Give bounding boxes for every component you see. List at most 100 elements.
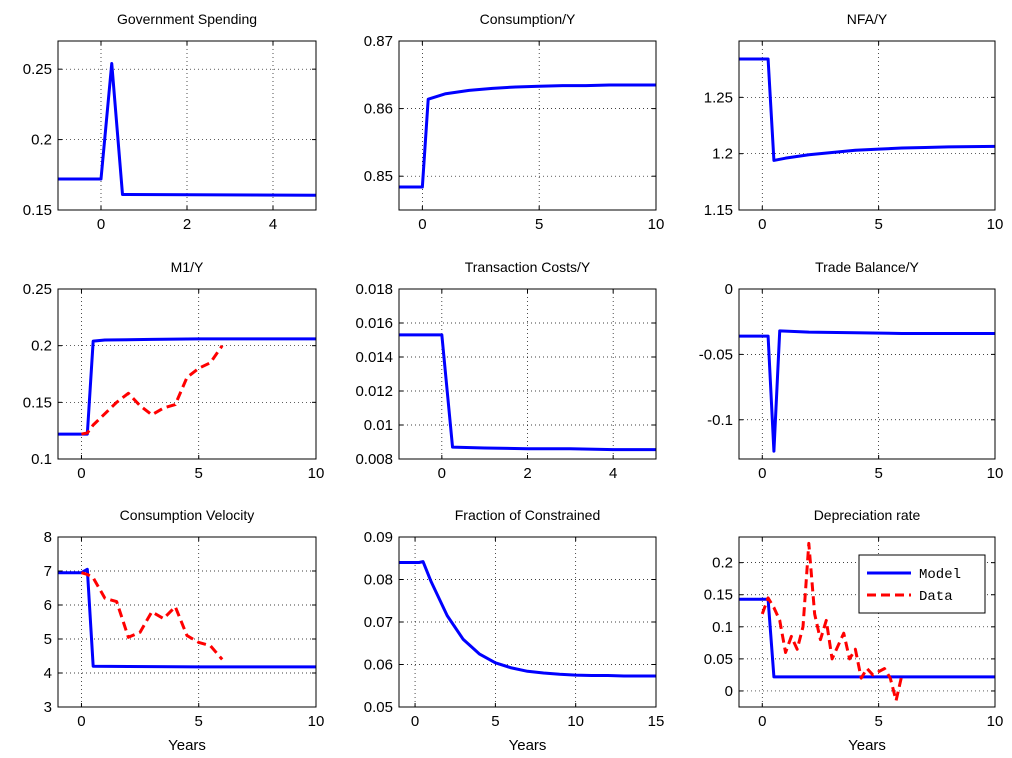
x-tick-label: 2 [523,465,531,482]
panel-title: NFA/Y [847,11,888,27]
y-tick-label: 6 [44,597,52,614]
axes-frame [57,536,317,708]
axes-frame [57,288,317,460]
y-tick-label: 4 [44,665,52,682]
model-series-line [58,62,317,197]
panel-title: Fraction of Constrained [455,507,601,523]
y-tick-label: 0.01 [364,417,393,434]
x-tick-label: 4 [609,465,617,482]
panel-9: 0 5 10 0 0.05 0.1 0.15 0.2 Depreciation rate Year… [704,507,1004,754]
x-tick-label: 0 [758,465,766,482]
panel-title: Consumption/Y [480,11,576,27]
y-tick-label: 0.06 [364,657,393,674]
x-tick-label: 5 [874,216,882,233]
model-series-line [739,57,996,162]
panel-title: Consumption Velocity [120,507,255,523]
y-tick-label: 0.05 [704,651,733,668]
x-tick-label: 4 [269,216,277,233]
plot-area [739,41,995,210]
panel-title: Trade Balance/Y [815,259,919,275]
x-tick-label: 0 [438,465,446,482]
x-tick-label: 10 [987,465,1004,482]
y-tick-label: 0.2 [31,132,52,149]
x-tick-label: 15 [648,713,665,730]
data-series-line [81,344,224,436]
x-axis-label: Years [509,737,547,754]
x-tick-label: 0 [97,216,105,233]
y-tick-label: 0 [725,281,733,298]
x-tick-label: 10 [308,713,325,730]
x-tick-label: 5 [535,216,543,233]
x-tick-label: 5 [874,713,882,730]
x-tick-label: 5 [874,465,882,482]
x-tick-label: 10 [987,216,1004,233]
x-axis-label: Years [168,737,206,754]
model-series-line [399,83,656,189]
y-tick-label: 8 [44,529,52,546]
x-tick-label: 5 [195,713,203,730]
y-tick-label: 0.25 [23,61,52,78]
x-tick-label: 5 [195,465,203,482]
x-tick-label: 0 [77,465,85,482]
y-tick-label: 0.2 [31,338,52,355]
y-tick-label: 0.07 [364,614,393,631]
panel-3: 0 5 10 1.15 1.2 1.25 NFA/Y [704,11,1004,233]
x-tick-label: 10 [987,713,1004,730]
x-tick-label: 10 [648,216,665,233]
y-tick-label: 0.2 [712,555,733,572]
panel-title: Government Spending [117,11,257,27]
legend-label: Model [919,567,961,583]
panel-5: 0 2 4 0.008 0.01 0.012 0.014 0.016 0.018 Transact… [355,259,657,482]
y-tick-label: 5 [44,631,52,648]
y-tick-label: -0.1 [707,412,733,429]
x-axis-label: Years [848,737,886,754]
y-tick-label: 0 [725,683,733,700]
y-tick-label: 0.15 [704,587,733,604]
axes-frame [738,536,996,708]
legend-box [858,554,986,614]
y-tick-label: 1.25 [704,89,733,106]
y-tick-label: 7 [44,563,52,580]
model-series-line [399,333,656,452]
panel-7: 0 5 10 3 4 5 6 7 8 Consumption Velocity Years [44,507,325,754]
panel-title: Depreciation rate [814,507,921,523]
model-series-line [739,597,995,679]
y-tick-label: 0.016 [355,315,393,332]
model-series-line [739,329,995,453]
y-tick-label: 0.1 [31,451,52,468]
legend: Model Data [858,554,986,614]
y-tick-label: 0.15 [23,394,52,411]
x-tick-label: 0 [77,713,85,730]
y-tick-label: 0.1 [712,619,733,636]
panel-6: 0 5 10 -0.1 -0.05 0 Trade Balance/Y [699,259,1004,482]
y-tick-label: 0.008 [355,451,393,468]
y-tick-label: 1.15 [704,202,733,219]
panel-8: 0 5 10 15 0.05 0.06 0.07 0.08 0.09 Fraction of Co… [364,507,665,754]
y-tick-label: 0.86 [364,101,393,118]
x-tick-label: 0 [418,216,426,233]
axes-frame [738,288,996,460]
y-tick-label: 0.87 [364,33,393,50]
x-tick-label: 5 [491,713,499,730]
y-tick-label: 0.018 [355,281,393,298]
y-tick-label: 0.05 [364,699,393,716]
plot-area [399,41,656,210]
x-tick-label: 10 [308,465,325,482]
panel-2: 0 5 10 0.85 0.86 0.87 Consumption/Y [364,11,665,233]
x-tick-label: 0 [411,713,419,730]
data-series-line [760,541,904,703]
x-tick-label: 0 [758,216,766,233]
plot-area [58,537,316,707]
y-tick-label: -0.05 [699,346,733,363]
y-tick-label: 0.15 [23,202,52,219]
y-tick-label: 0.08 [364,572,393,589]
axes-frame [398,40,657,211]
plot-area [739,289,995,459]
panel-1: 0 2 4 0.15 0.2 0.25 Government Spending [23,11,317,233]
data-series-line [81,571,224,661]
y-tick-label: 3 [44,699,52,716]
x-tick-label: 10 [567,713,584,730]
y-tick-label: 0.012 [355,383,393,400]
model-series-line [399,560,656,678]
